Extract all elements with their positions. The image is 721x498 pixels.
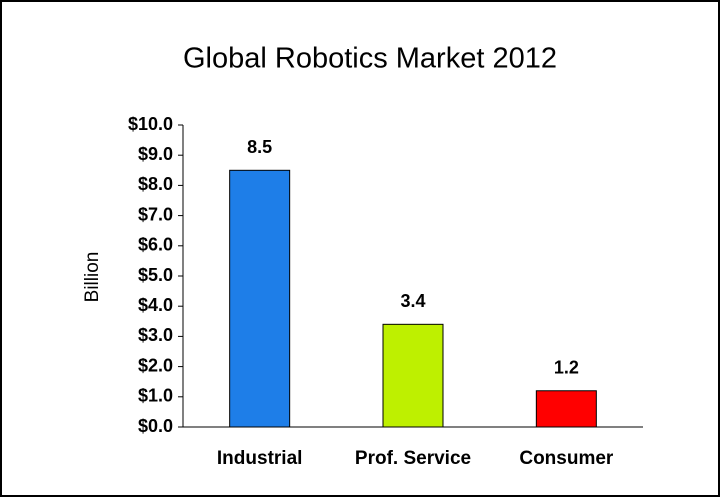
bar [382, 323, 444, 428]
y-tick-label: $8.0 [138, 174, 173, 194]
y-tick-label: $7.0 [138, 204, 173, 224]
y-tick-label: $2.0 [138, 355, 173, 375]
bar [535, 390, 597, 428]
data-label: 3.4 [400, 291, 425, 311]
x-tick-label: Prof. Service [355, 448, 471, 469]
bar [229, 169, 291, 428]
y-axis-label: Billion [82, 252, 103, 303]
y-tick-label: $4.0 [138, 295, 173, 315]
data-label: 1.2 [554, 358, 579, 378]
data-label: 8.5 [247, 137, 272, 157]
y-tick-label: $0.0 [138, 416, 173, 436]
y-tick-label: $5.0 [138, 265, 173, 285]
y-tick-label: $10.0 [128, 114, 173, 134]
y-tick-label: $1.0 [138, 386, 173, 406]
x-tick-label: Consumer [519, 448, 614, 469]
y-tick-label: $9.0 [138, 144, 173, 164]
chart-title: Global Robotics Market 2012 [183, 43, 557, 75]
y-tick-label: $6.0 [138, 235, 173, 255]
x-tick-label: Industrial [217, 448, 303, 469]
y-tick-label: $3.0 [138, 325, 173, 345]
